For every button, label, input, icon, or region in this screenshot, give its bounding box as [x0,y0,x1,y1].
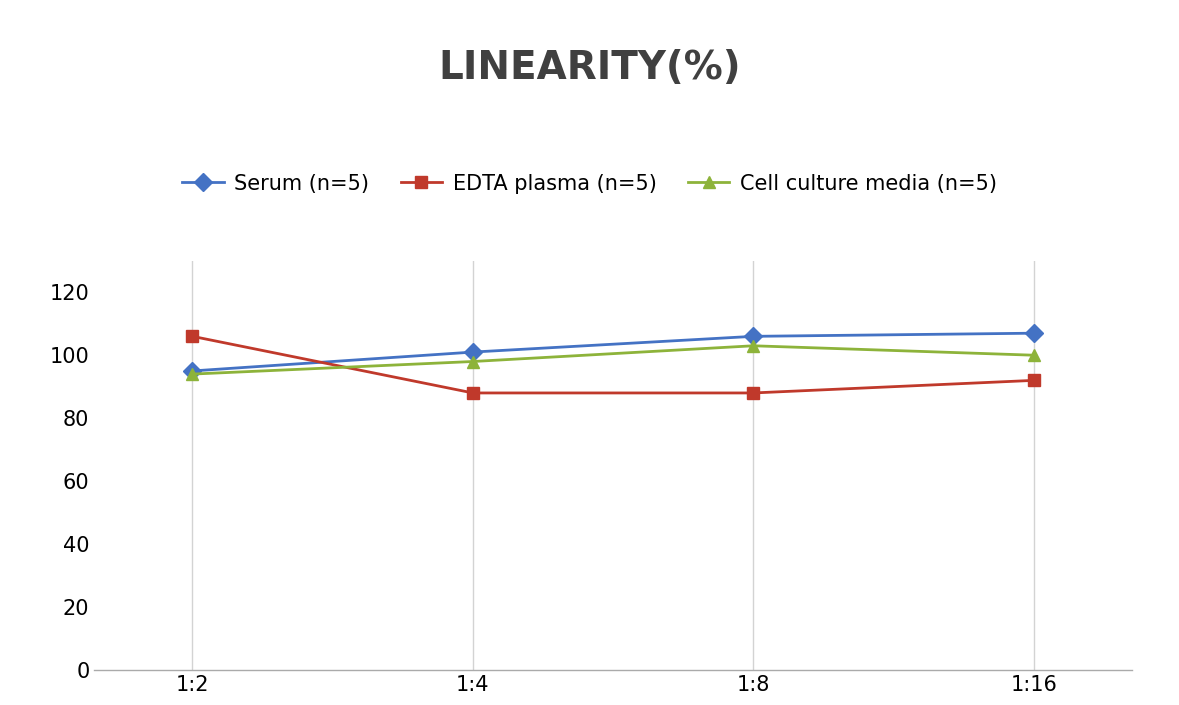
EDTA plasma (n=5) [746,388,760,397]
EDTA plasma (n=5) [185,332,199,341]
Serum (n=5) [185,367,199,375]
EDTA plasma (n=5) [466,388,480,397]
Cell culture media (n=5) [1027,351,1041,360]
Serum (n=5) [1027,329,1041,338]
Text: LINEARITY(%): LINEARITY(%) [439,49,740,87]
Serum (n=5) [466,348,480,356]
Cell culture media (n=5) [746,341,760,350]
EDTA plasma (n=5) [1027,376,1041,385]
Cell culture media (n=5) [466,357,480,366]
Line: Cell culture media (n=5): Cell culture media (n=5) [186,340,1040,380]
Line: Serum (n=5): Serum (n=5) [186,327,1040,377]
Serum (n=5) [746,332,760,341]
Line: EDTA plasma (n=5): EDTA plasma (n=5) [186,330,1040,399]
Cell culture media (n=5) [185,370,199,379]
Legend: Serum (n=5), EDTA plasma (n=5), Cell culture media (n=5): Serum (n=5), EDTA plasma (n=5), Cell cul… [173,166,1006,202]
